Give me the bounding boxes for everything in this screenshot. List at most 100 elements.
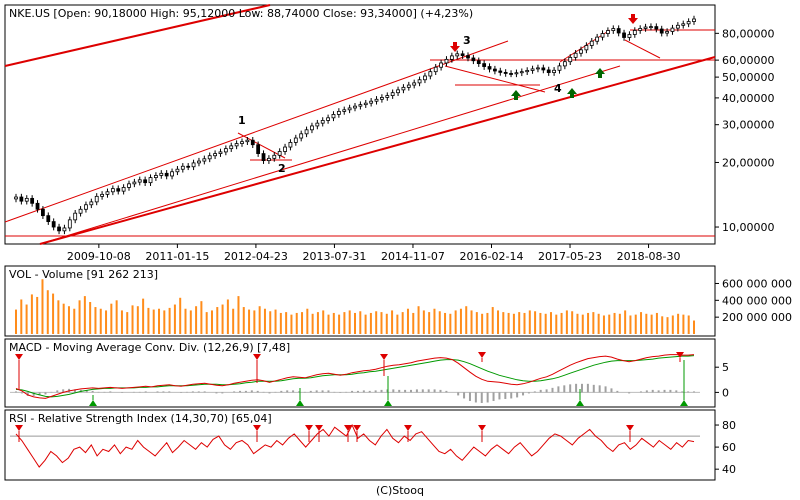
volume-bar	[120, 310, 123, 334]
volume-bar	[497, 310, 500, 334]
volume-bar	[126, 312, 129, 334]
volume-bar	[263, 308, 266, 334]
candle-body	[449, 55, 454, 60]
candle-body	[536, 67, 540, 70]
candle-body	[423, 75, 427, 81]
volume-bar	[592, 312, 595, 334]
candle-body	[186, 165, 191, 168]
candle-body	[267, 157, 271, 162]
candle-body	[509, 73, 513, 75]
candle-body	[654, 26, 659, 30]
candle-body	[530, 68, 535, 71]
volume-bar	[576, 313, 579, 334]
rsi-overbought-marker-icon	[253, 425, 261, 431]
candle-body	[692, 18, 696, 22]
candle-body	[584, 45, 589, 51]
candle-body	[105, 191, 110, 195]
volume-bar	[301, 312, 304, 334]
volume-bar	[459, 308, 462, 334]
volume-bar	[279, 312, 282, 334]
volume-bar	[343, 312, 346, 334]
rsi-y-axis: 40 60 80	[715, 419, 736, 476]
candle-body	[455, 53, 460, 57]
macd-buy-marker-icon	[89, 400, 97, 406]
rsi-overbought-marker-icon	[305, 425, 313, 431]
rsi-overbought-marker-icon	[344, 425, 352, 431]
candle-body	[170, 171, 174, 177]
pattern-label-3: 3	[463, 34, 471, 47]
candle-body	[632, 30, 637, 35]
candle-body	[180, 165, 185, 170]
volume-bar	[486, 312, 489, 334]
volume-bar	[502, 312, 505, 334]
volume-bar	[142, 298, 145, 334]
candle-body	[568, 56, 573, 63]
volume-panel-title: VOL - Volume [91 262 213]	[9, 268, 158, 281]
candle-body	[670, 27, 675, 32]
candle-body	[326, 117, 330, 121]
candle-body	[600, 33, 605, 38]
sell-arrow-icon	[628, 14, 638, 24]
volume-bar	[78, 300, 81, 334]
candle-body	[78, 208, 83, 214]
candle-body	[369, 100, 374, 104]
candle-body	[229, 145, 234, 150]
price-y-tick-label: 30,00000	[722, 119, 775, 132]
price-y-tick-label: 10,00000	[722, 221, 775, 234]
volume-bar	[354, 312, 356, 334]
volume-bar	[549, 312, 552, 334]
rsi-y-tick-label: 60	[722, 441, 736, 454]
macd-lines	[10, 354, 700, 403]
volume-bar	[179, 297, 182, 334]
volume-bar	[618, 313, 621, 334]
candle-body	[110, 188, 115, 193]
candle-body	[433, 66, 438, 73]
rsi-line	[15, 423, 695, 468]
price-annotations: 1 2 3 4	[238, 14, 638, 175]
volume-bar	[391, 310, 394, 334]
candle-body	[132, 181, 137, 185]
candle-body	[154, 175, 158, 179]
candle-body	[589, 40, 594, 46]
candle-body	[191, 162, 196, 168]
candle-body	[358, 104, 363, 107]
candle-body	[159, 172, 164, 176]
candle-body	[57, 226, 61, 232]
volume-bar	[528, 310, 531, 334]
macd-sell-marker-icon	[380, 354, 388, 360]
candle-body	[304, 129, 309, 135]
volume-bar	[226, 299, 229, 334]
rsi-overbought-marker-icon	[478, 425, 486, 431]
candle-body	[310, 125, 314, 131]
volume-bar	[158, 308, 161, 334]
candle-body	[288, 142, 293, 148]
candle-body	[272, 154, 277, 159]
volume-bar	[645, 313, 648, 334]
price-y-tick-label: 80,00000	[722, 27, 775, 40]
candle-body	[579, 49, 583, 54]
candle-body	[466, 55, 470, 59]
volume-bar	[587, 312, 590, 334]
candle-body	[406, 84, 411, 88]
volume-bar	[189, 310, 192, 334]
candle-body	[439, 62, 443, 68]
candle-body	[73, 212, 78, 221]
candle-body	[562, 61, 567, 67]
volume-bar	[454, 310, 457, 334]
candle-body	[100, 193, 104, 197]
trend-line-upper-long	[4, 4, 271, 67]
volume-bar	[560, 312, 563, 334]
volume-bar	[173, 304, 176, 334]
price-x-tick-label: 2017-05-23	[538, 250, 602, 263]
candle-body	[401, 86, 406, 91]
volume-y-tick-label: 200 000 000	[722, 311, 792, 324]
price-y-tick-label: 20,00000	[722, 156, 775, 169]
candle-body	[573, 52, 578, 58]
candle-body	[14, 196, 18, 200]
macd-markers	[15, 352, 688, 406]
pattern-label-4: 4	[554, 82, 562, 95]
candle-body	[353, 105, 357, 109]
candle-body	[616, 28, 621, 34]
volume-bar	[369, 312, 372, 334]
candle-body	[89, 201, 94, 206]
